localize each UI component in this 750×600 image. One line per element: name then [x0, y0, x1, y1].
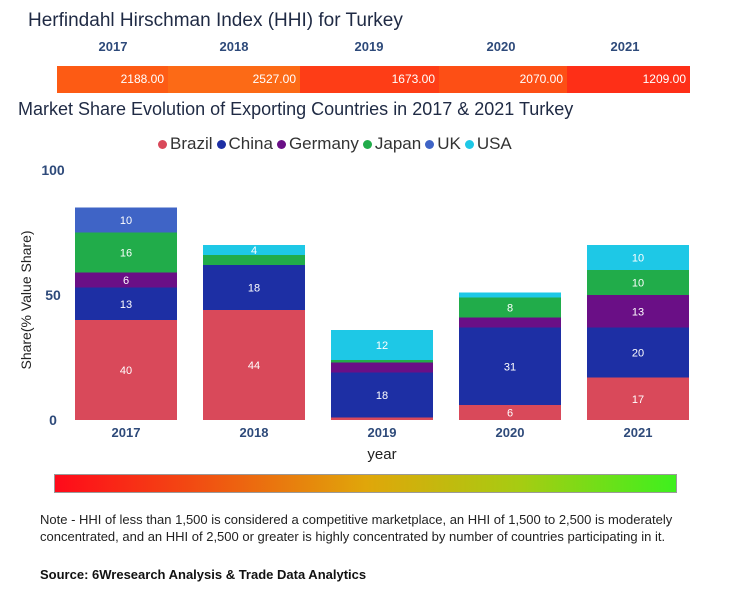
- legend-dot-icon: [464, 139, 474, 149]
- y-tick-label: 100: [41, 162, 65, 178]
- x-axis-title: year: [367, 446, 396, 463]
- data-label-usa-2019: 12: [376, 340, 388, 352]
- bar-segment-brazil-2019: [331, 417, 433, 420]
- concentration-gradient-scale: [54, 474, 677, 493]
- legend-item-japan: Japan: [362, 134, 422, 154]
- legend-label-china: China: [228, 134, 273, 153]
- y-tick-label: 0: [49, 412, 57, 428]
- x-tick-label: 2020: [496, 425, 525, 440]
- hhi-value-2020: 2070.00: [519, 72, 563, 86]
- bar-segment-china-2019: [331, 372, 433, 418]
- legend-dot-icon: [158, 139, 167, 149]
- bar-segment-brazil-2017: [75, 320, 177, 420]
- footnote: Note - HHI of less than 1,500 is conside…: [40, 512, 673, 544]
- bar-segment-germany-2020: [459, 317, 561, 328]
- data-label-china-2020: 31: [504, 361, 516, 373]
- data-label-usa-2018: 4: [251, 245, 257, 257]
- bar-segment-japan-2021: [587, 270, 689, 295]
- chart-legend: Brazil China Germany Japan UK USA: [158, 133, 516, 155]
- y-axis-title: Share(% Value Share): [18, 230, 34, 369]
- legend-label-germany: Germany: [288, 134, 359, 153]
- data-label-uk-2017: 10: [120, 215, 132, 227]
- hhi-year-2017: 2017: [98, 39, 128, 54]
- bar-segment-germany-2019: [331, 362, 433, 373]
- x-tick-label: 2017: [112, 425, 141, 440]
- legend-item-usa: USA: [464, 134, 512, 154]
- hhi-year-2021: 2021: [610, 39, 640, 54]
- bar-segment-usa-2021: [587, 245, 689, 270]
- hhi-value-2017: 2188.00: [120, 72, 164, 86]
- legend-label-uk: UK: [437, 134, 461, 153]
- data-label-germany-2021: 13: [632, 306, 644, 318]
- bar-segment-usa-2018: [203, 245, 305, 255]
- data-label-germany-2017: 6: [123, 275, 129, 287]
- hhi-cell-2018: 2527.00: [168, 66, 300, 93]
- data-label-japan-2020: 8: [507, 303, 513, 315]
- x-tick-label: 2018: [240, 425, 269, 440]
- data-label-brazil-2021: 17: [632, 394, 644, 406]
- hhi-cell-2020: 2070.00: [439, 66, 567, 93]
- hhi-cell-2019: 1673.00: [300, 66, 439, 93]
- bar-segment-japan-2020: [459, 297, 561, 318]
- data-label-china-2018: 18: [248, 283, 260, 295]
- bar-segment-germany-2021: [587, 295, 689, 328]
- legend-dot-icon: [425, 139, 435, 149]
- hhi-year-2018: 2018: [219, 39, 249, 54]
- data-label-usa-2021: 10: [632, 253, 644, 265]
- legend-label-japan: Japan: [374, 134, 422, 153]
- legend-dot-icon: [276, 139, 286, 149]
- legend-dot-icon: [216, 139, 226, 149]
- hhi-value-2018: 2527.00: [252, 72, 296, 86]
- data-label-china-2019: 18: [376, 390, 388, 402]
- bar-segment-germany-2017: [75, 272, 177, 288]
- hhi-title: Herfindahl Hirschman Index (HHI) for Tur…: [28, 10, 403, 31]
- data-label-china-2021: 20: [632, 348, 644, 360]
- data-label-brazil-2018: 44: [248, 360, 260, 372]
- hhi-year-2020: 2020: [486, 39, 516, 54]
- hhi-cell-2017: 2188.00: [57, 66, 168, 93]
- data-label-japan-2017: 16: [120, 248, 132, 260]
- legend-item-germany: Germany: [276, 134, 359, 154]
- bar-segment-china-2017: [75, 287, 177, 320]
- y-axis: 0 50 100: [41, 162, 65, 428]
- bars: 40 13 6 16 10 44 18 4 18 12 6 31 8 17 20 13 10 10: [75, 207, 689, 420]
- bar-segment-usa-2020: [459, 292, 561, 298]
- bar-segment-china-2020: [459, 327, 561, 405]
- chart-title: Market Share Evolution of Exporting Coun…: [18, 99, 574, 119]
- hhi-cell-2021: 1209.00: [567, 66, 690, 93]
- legend-label-usa: USA: [476, 134, 512, 153]
- hhi-year-2019: 2019: [354, 39, 384, 54]
- bar-segment-brazil-2018: [203, 310, 305, 420]
- bar-segment-china-2021: [587, 327, 689, 378]
- source-label: Source: 6Wresearch Analysis & Trade Data…: [40, 567, 367, 582]
- hhi-value-2021: 1209.00: [642, 72, 686, 86]
- data-label-japan-2021: 10: [632, 278, 644, 290]
- bar-segment-brazil-2021: [587, 377, 689, 420]
- bar-segment-brazil-2020: [459, 405, 561, 420]
- x-axis: 2017 2018 2019 2020 2021: [112, 425, 653, 440]
- bar-segment-uk-2017: [75, 207, 177, 233]
- bar-segment-japan-2017: [75, 232, 177, 273]
- data-label-brazil-2017: 40: [120, 365, 132, 377]
- legend-item-uk: UK: [425, 134, 461, 154]
- legend-item-brazil: Brazil: [158, 134, 213, 154]
- legend-item-china: China: [216, 134, 273, 154]
- bar-segment-usa-2019: [331, 330, 433, 360]
- data-label-china-2017: 13: [120, 299, 132, 311]
- x-tick-label: 2019: [368, 425, 397, 440]
- legend-dot-icon: [362, 139, 372, 149]
- legend-label-brazil: Brazil: [170, 134, 213, 153]
- bar-segment-china-2018: [203, 265, 305, 310]
- data-label-brazil-2020: 6: [507, 408, 513, 420]
- x-tick-label: 2021: [624, 425, 653, 440]
- bar-segment-japan-2018: [203, 255, 305, 265]
- hhi-value-2019: 1673.00: [391, 72, 435, 86]
- y-tick-label: 50: [45, 287, 61, 303]
- bar-segment-japan-2019: [331, 360, 433, 363]
